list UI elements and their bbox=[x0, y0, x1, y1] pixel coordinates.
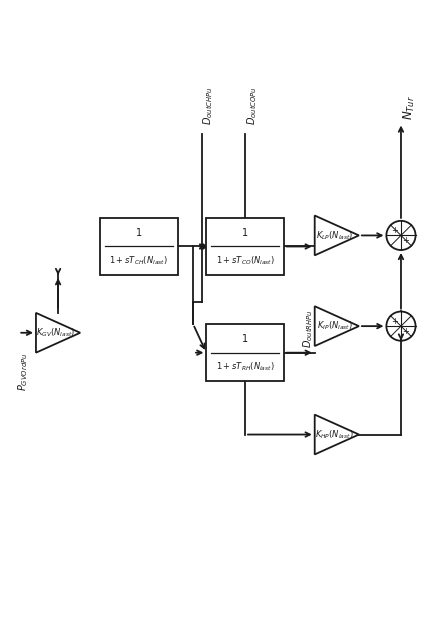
Text: $K_{GV}(N_{last})$: $K_{GV}(N_{last})$ bbox=[36, 327, 75, 339]
Circle shape bbox=[386, 312, 416, 341]
Text: $P_{GVOrdPu}$: $P_{GVOrdPu}$ bbox=[16, 353, 30, 391]
Text: +: + bbox=[391, 226, 398, 235]
Text: $1 + sT_{CO}(N_{last})$: $1 + sT_{CO}(N_{last})$ bbox=[215, 254, 275, 267]
Polygon shape bbox=[314, 306, 359, 346]
Polygon shape bbox=[36, 313, 80, 353]
Text: $N_{Tur}$: $N_{Tur}$ bbox=[402, 96, 418, 120]
Bar bbox=[206, 218, 284, 275]
Text: $1 + sT_{RH}(N_{last})$: $1 + sT_{RH}(N_{last})$ bbox=[215, 361, 274, 373]
Text: +: + bbox=[391, 316, 398, 325]
Text: $D_{outRHPu}$: $D_{outRHPu}$ bbox=[302, 310, 315, 348]
Text: $1 + sT_{CH}(N_{last})$: $1 + sT_{CH}(N_{last})$ bbox=[109, 254, 168, 267]
Polygon shape bbox=[314, 215, 359, 256]
Circle shape bbox=[386, 221, 416, 250]
Text: +: + bbox=[403, 236, 409, 245]
Text: 1: 1 bbox=[242, 228, 248, 238]
Text: $D_{outCOPu}$: $D_{outCOPu}$ bbox=[245, 86, 258, 125]
Polygon shape bbox=[314, 415, 359, 454]
Text: $D_{outCHPu}$: $D_{outCHPu}$ bbox=[202, 86, 215, 125]
Text: +: + bbox=[403, 327, 409, 336]
Text: $K_{LP}(N_{last})$: $K_{LP}(N_{last})$ bbox=[316, 229, 353, 242]
Text: 1: 1 bbox=[136, 228, 142, 238]
Bar bbox=[100, 218, 177, 275]
Text: 1: 1 bbox=[242, 334, 248, 344]
Bar bbox=[206, 324, 284, 381]
Text: $K_{HP}(N_{last})$: $K_{HP}(N_{last})$ bbox=[315, 428, 354, 441]
Text: $K_{IP}(N_{last})$: $K_{IP}(N_{last})$ bbox=[317, 320, 353, 332]
